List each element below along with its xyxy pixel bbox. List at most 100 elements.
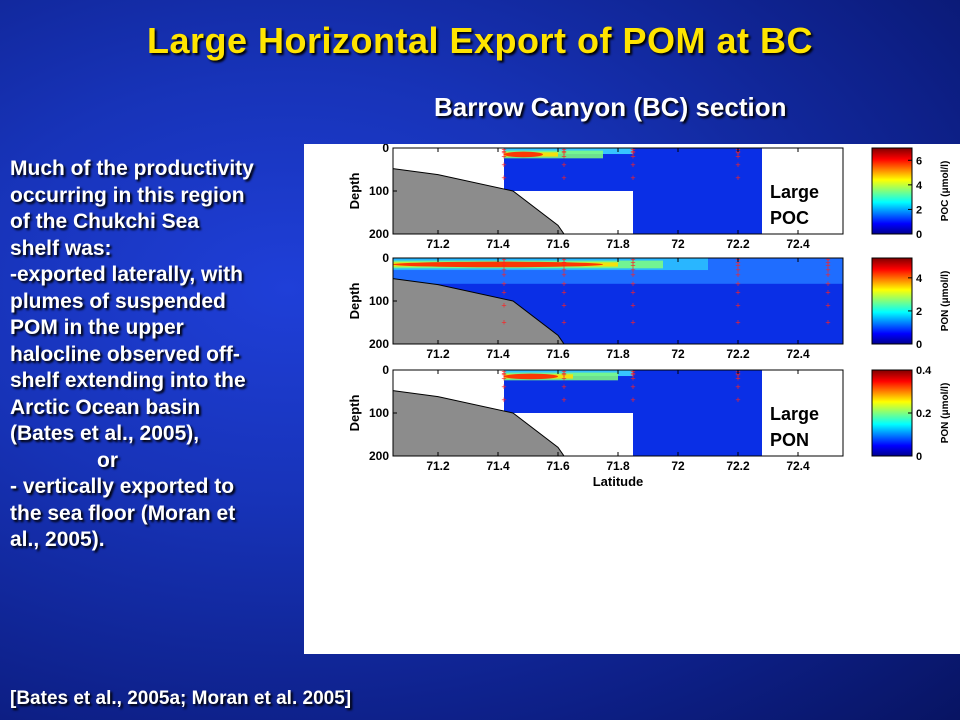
station-marker: + <box>501 270 506 280</box>
station-marker: + <box>501 148 506 158</box>
x-axis-label: Latitude <box>593 474 644 489</box>
station-marker: + <box>561 255 566 265</box>
x-tick-label: 72.4 <box>786 459 810 473</box>
station-marker: + <box>561 152 566 162</box>
x-tick-label: 71.6 <box>546 459 570 473</box>
colorbar-tick-label: 4 <box>916 180 923 192</box>
body-line: occurring in this region <box>10 183 245 207</box>
station-marker: + <box>825 287 830 297</box>
station-marker: + <box>501 146 506 156</box>
station-marker: + <box>501 370 506 380</box>
colorbar-tick-label: 0 <box>916 229 922 241</box>
station-marker: + <box>630 261 635 271</box>
station-marker: + <box>561 287 566 297</box>
no-data-region <box>762 370 843 456</box>
panel-side-label: POC <box>770 208 809 228</box>
x-tick-label: 71.2 <box>426 237 450 251</box>
panel-side-label: Large <box>770 404 819 424</box>
x-tick-label: 71.6 <box>546 347 570 361</box>
x-tick-label: 71.8 <box>606 459 630 473</box>
panel-field: ++++++++++++++++++++++++++++++++++++++++… <box>393 255 843 344</box>
station-marker: + <box>735 265 740 275</box>
station-marker: + <box>561 148 566 158</box>
body-line: - vertically exported to <box>10 475 235 498</box>
station-marker: + <box>735 382 740 392</box>
station-marker: + <box>501 265 506 275</box>
body-line: halocline observed off- <box>10 342 240 366</box>
station-marker: + <box>561 160 566 170</box>
x-tick-label: 71.4 <box>486 459 510 473</box>
colorbar-tick-label: 0 <box>916 339 922 351</box>
station-marker: + <box>501 160 506 170</box>
station-marker: + <box>735 287 740 297</box>
y-tick-label: 200 <box>369 227 389 241</box>
station-marker: + <box>501 382 506 392</box>
station-marker: + <box>630 374 635 384</box>
x-tick-label: 71.4 <box>486 237 510 251</box>
body-line: shelf was: <box>10 236 112 260</box>
station-marker: + <box>825 261 830 271</box>
station-marker: + <box>735 368 740 378</box>
x-tick-label: 72 <box>671 347 685 361</box>
station-marker: + <box>825 265 830 275</box>
station-marker: + <box>825 300 830 310</box>
panel-field: ++++++++++++++++++++++++ <box>393 368 843 456</box>
citation: [Bates et al., 2005a; Moran et al. 2005] <box>10 688 352 709</box>
station-marker: + <box>630 257 635 267</box>
station-marker: + <box>501 279 506 289</box>
slide-subtitle: Barrow Canyon (BC) section <box>434 92 787 122</box>
colorbar-tick-label: 6 <box>916 155 922 167</box>
colorbar-tick-label: 4 <box>916 273 923 285</box>
colorbar-tick-label: 2 <box>916 204 922 216</box>
x-tick-label: 71.8 <box>606 237 630 251</box>
x-tick-label: 71.2 <box>426 459 450 473</box>
body-line: shelf extending into the <box>10 369 246 392</box>
colorbar-label: PON (μmol/l) <box>940 383 951 444</box>
station-marker: + <box>561 146 566 156</box>
station-marker: + <box>501 257 506 267</box>
station-marker: + <box>735 173 740 183</box>
x-tick-label: 72.4 <box>786 347 810 361</box>
y-tick-label: 0 <box>382 363 389 377</box>
station-marker: + <box>630 395 635 405</box>
station-marker: + <box>735 270 740 280</box>
station-marker: + <box>630 152 635 162</box>
station-marker: + <box>561 270 566 280</box>
plume-core <box>504 373 558 380</box>
body-line: (Bates et al., 2005), <box>10 422 200 445</box>
body-line: POM in the upper <box>10 316 184 339</box>
station-marker: + <box>735 318 740 328</box>
station-marker: + <box>735 148 740 158</box>
no-data-region <box>762 148 843 234</box>
station-marker: + <box>561 382 566 392</box>
colorbar-tick-label: 0.2 <box>916 408 931 420</box>
panel-field: ++++++++++++++++++++++++ <box>393 145 843 234</box>
panel-side-label: PON <box>770 430 809 450</box>
station-marker: + <box>501 261 506 271</box>
body-line: -exported laterally, with <box>10 263 243 286</box>
colorbar-tick-label: 2 <box>916 306 922 318</box>
station-marker: + <box>825 270 830 280</box>
seafloor-bathymetry <box>393 390 565 456</box>
station-marker: + <box>561 261 566 271</box>
station-marker: + <box>561 300 566 310</box>
station-marker: + <box>735 261 740 271</box>
station-marker: + <box>735 160 740 170</box>
colorbar <box>871 257 913 345</box>
y-axis-label: Depth <box>347 173 362 210</box>
y-axis-label: Depth <box>347 283 362 320</box>
x-tick-label: 72.2 <box>726 459 750 473</box>
station-marker: + <box>501 368 506 378</box>
station-marker: + <box>501 145 506 155</box>
station-marker: + <box>630 300 635 310</box>
body-line-or: or <box>97 448 118 472</box>
body-text: Much of the productivity occurring in th… <box>10 156 302 554</box>
station-marker: + <box>825 257 830 267</box>
station-marker: + <box>630 382 635 392</box>
station-marker: + <box>825 279 830 289</box>
section-panel-4: ++++++++++++++++++++++++ 71.2 71.4 71.6 71.8… <box>347 363 951 489</box>
station-marker: + <box>735 279 740 289</box>
y-tick-label: 200 <box>369 337 389 351</box>
body-line: the sea floor (Moran et <box>10 501 236 525</box>
x-tick-label: 72 <box>671 237 685 251</box>
